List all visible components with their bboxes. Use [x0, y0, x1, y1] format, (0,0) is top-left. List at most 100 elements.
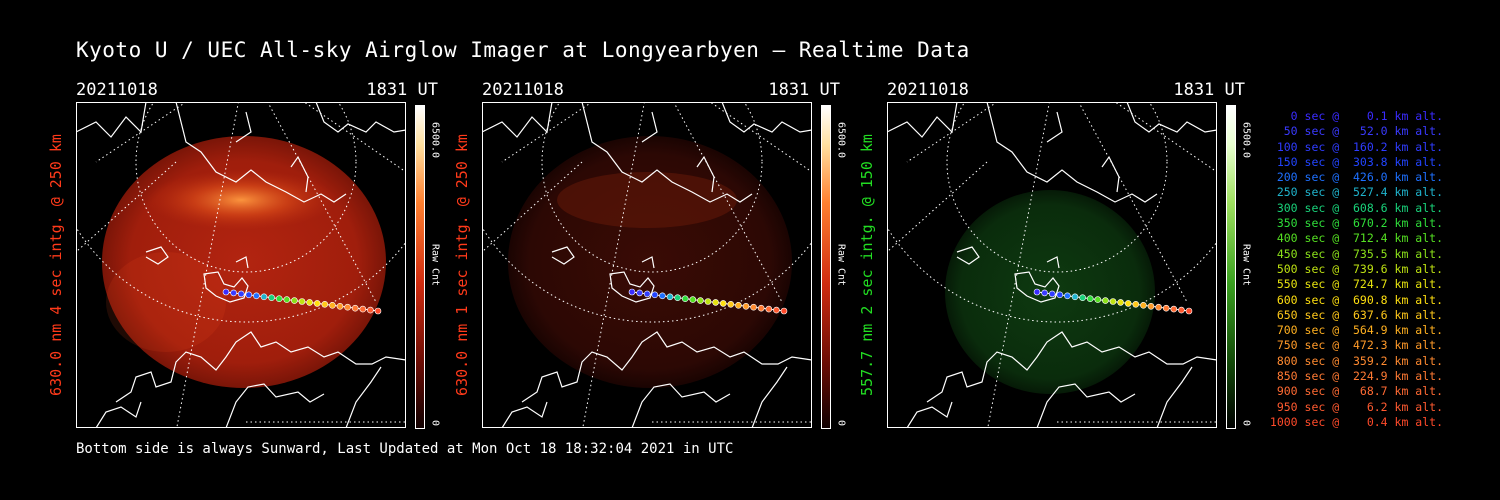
trajectory-point	[1170, 305, 1178, 313]
trajectory-point	[1185, 307, 1193, 315]
trajectory-point	[1178, 306, 1185, 314]
lat-lon-grid	[482, 102, 812, 428]
panel-2: 20211018 1831 UT 630.0 nm 1 sec intg. @ …	[453, 80, 847, 440]
trajectory-point	[735, 302, 742, 309]
trajectory-point	[351, 304, 359, 312]
trajectory-point	[237, 290, 245, 298]
trajectory-point	[659, 292, 666, 300]
trajectory-point	[321, 301, 329, 308]
trajectory-point	[329, 302, 336, 309]
trajectory-legend: 0 sec @ 0.1 km alt. 50 sec @ 52.0 km alt…	[1243, 109, 1443, 430]
trajectory-point	[1079, 294, 1086, 301]
trajectory-point	[1041, 289, 1048, 297]
trajectory-point	[628, 288, 636, 296]
trajectory-point	[1094, 296, 1102, 303]
colorbar-min: 0	[835, 419, 847, 427]
trajectory-point	[697, 297, 704, 304]
panel-ylabel: 557.7 nm 2 sec intg. @ 150 km	[858, 134, 876, 396]
trajectory-point	[1109, 298, 1117, 305]
trajectory-point	[712, 299, 719, 306]
legend-entry: 650 sec @ 637.6 km alt.	[1269, 307, 1443, 322]
trajectory-point	[750, 303, 757, 311]
trajectory-point	[689, 296, 697, 303]
colorbar-unit: Raw Cnt	[429, 243, 441, 287]
trajectory-point	[359, 305, 367, 313]
lat-lon-grid	[887, 102, 1217, 428]
trajectory-point	[1033, 288, 1041, 296]
colorbar-max: 6500.0	[835, 121, 847, 159]
legend-entry: 300 sec @ 608.6 km alt.	[1269, 200, 1443, 215]
trajectory-point	[773, 306, 780, 314]
page-title: Kyoto U / UEC All-sky Airglow Imager at …	[76, 38, 970, 62]
satellite-trajectory	[222, 288, 382, 315]
footer-note: Bottom side is always Sunward, Last Upda…	[76, 441, 734, 457]
allsky-map	[76, 102, 406, 428]
legend-entry: 550 sec @ 724.7 km alt.	[1269, 277, 1443, 292]
trajectory-point	[1147, 303, 1155, 310]
trajectory-point	[719, 300, 727, 307]
trajectory-point	[1102, 297, 1109, 304]
trajectory-point	[651, 291, 659, 299]
trajectory-point	[1117, 299, 1124, 306]
panel-date: 20211018	[482, 80, 564, 100]
colorbar-unit: Raw Cnt	[835, 243, 847, 287]
satellite-trajectory	[1033, 288, 1193, 315]
legend-entry: 800 sec @ 359.2 km alt.	[1269, 353, 1443, 368]
legend-entry: 750 sec @ 472.3 km alt.	[1269, 338, 1443, 353]
trajectory-point	[681, 295, 689, 302]
trajectory-point	[1071, 293, 1079, 301]
panel-time: 1831 UT	[768, 80, 840, 100]
trajectory-point	[765, 305, 773, 313]
trajectory-point	[253, 292, 260, 300]
legend-entry: 100 sec @ 160.2 km alt.	[1269, 139, 1443, 154]
colorbar	[1226, 105, 1236, 429]
satellite-trajectory	[628, 288, 788, 315]
legend-entry: 400 sec @ 712.4 km alt.	[1269, 231, 1443, 246]
trajectory-point	[636, 289, 643, 297]
trajectory-point	[1155, 303, 1162, 311]
panel-3: 20211018 1831 UT 557.7 nm 2 sec intg. @ …	[858, 80, 1252, 440]
panel-time: 1831 UT	[1173, 80, 1245, 100]
trajectory-point	[245, 291, 253, 299]
trajectory-point	[757, 304, 765, 312]
coastlines	[887, 102, 1217, 428]
legend-entry: 950 sec @ 6.2 km alt.	[1269, 399, 1443, 414]
panel-date: 20211018	[887, 80, 969, 100]
trajectory-point	[260, 293, 268, 301]
colorbar	[821, 105, 831, 429]
colorbar-min: 0	[429, 419, 441, 427]
trajectory-point	[222, 288, 230, 296]
panel-1: 20211018 1831 UT 630.0 nm 4 sec intg. @ …	[47, 80, 441, 440]
trajectory-point	[230, 289, 237, 297]
trajectory-point	[1064, 292, 1071, 300]
trajectory-point	[643, 290, 651, 298]
trajectory-point	[666, 293, 674, 301]
legend-entry: 0 sec @ 0.1 km alt.	[1269, 109, 1443, 123]
lat-lon-grid	[76, 102, 406, 428]
trajectory-point	[374, 307, 382, 315]
panel-time: 1831 UT	[366, 80, 438, 100]
legend-entry: 250 sec @ 527.4 km alt.	[1269, 185, 1443, 200]
legend-entry: 50 sec @ 52.0 km alt.	[1269, 124, 1443, 139]
legend-entry: 150 sec @ 303.8 km alt.	[1269, 154, 1443, 169]
trajectory-point	[780, 307, 788, 315]
legend-entry: 700 sec @ 564.9 km alt.	[1269, 323, 1443, 338]
legend-entry: 350 sec @ 670.2 km alt.	[1269, 216, 1443, 231]
coastlines	[76, 102, 406, 428]
trajectory-point	[674, 294, 681, 301]
trajectory-point	[727, 301, 735, 308]
trajectory-point	[268, 294, 275, 301]
trajectory-point	[275, 295, 283, 302]
legend-entry: 850 sec @ 224.9 km alt.	[1269, 369, 1443, 384]
trajectory-point	[1086, 295, 1094, 302]
legend-entry: 900 sec @ 68.7 km alt.	[1269, 384, 1443, 399]
panel-ylabel: 630.0 nm 4 sec intg. @ 250 km	[47, 134, 65, 396]
trajectory-point	[336, 303, 344, 310]
allsky-map	[887, 102, 1217, 428]
trajectory-point	[704, 298, 712, 305]
trajectory-point	[306, 299, 313, 306]
trajectory-point	[1124, 300, 1132, 307]
trajectory-point	[344, 303, 351, 311]
trajectory-point	[1056, 291, 1064, 299]
coastlines	[482, 102, 812, 428]
